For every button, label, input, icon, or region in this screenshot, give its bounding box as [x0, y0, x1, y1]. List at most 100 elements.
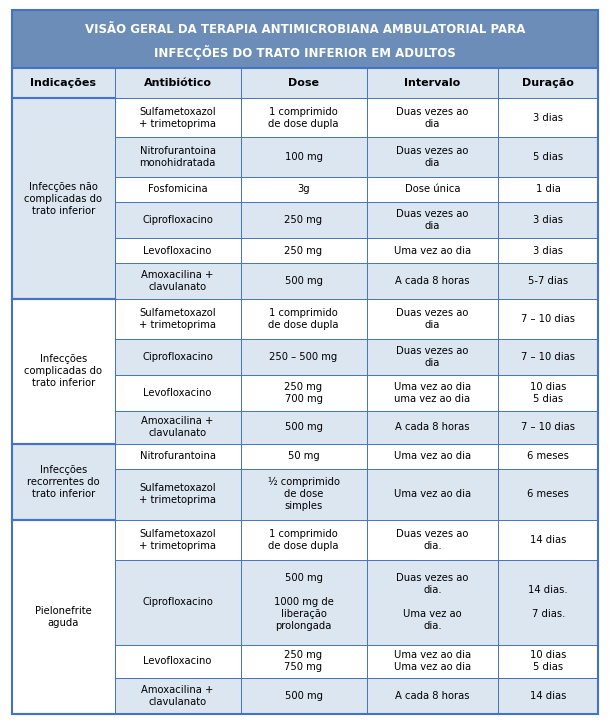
- Text: Nitrofurantoina: Nitrofurantoina: [140, 451, 215, 461]
- Text: 1 comprimido
de dose dupla: 1 comprimido de dose dupla: [268, 529, 339, 551]
- Text: Intervalo: Intervalo: [404, 78, 461, 88]
- Text: 14 dias: 14 dias: [530, 691, 566, 701]
- Text: Levofloxacino: Levofloxacino: [143, 245, 212, 256]
- Bar: [240, 177, 367, 202]
- Text: A cada 8 horas: A cada 8 horas: [395, 276, 470, 286]
- Text: Uma vez ao dia
Uma vez ao dia: Uma vez ao dia Uma vez ao dia: [394, 650, 471, 673]
- Text: 14 dias.

7 dias.: 14 dias. 7 dias.: [528, 585, 568, 619]
- Text: Sulfametoxazol
+ trimetoprima: Sulfametoxazol + trimetoprima: [139, 484, 216, 505]
- Text: Dose: Dose: [288, 78, 319, 88]
- Text: ½ comprimido
de dose
simples: ½ comprimido de dose simples: [268, 477, 340, 511]
- Bar: [240, 339, 367, 375]
- Bar: [240, 238, 367, 263]
- Bar: [240, 678, 367, 714]
- Text: Duração: Duração: [522, 78, 574, 88]
- Bar: [115, 678, 240, 714]
- Bar: [367, 202, 498, 238]
- Bar: [367, 468, 498, 520]
- Text: 5-7 dias: 5-7 dias: [528, 276, 569, 286]
- Text: VISÃO GERAL DA TERAPIA ANTIMICROBIANA AMBULATORIAL PARA: VISÃO GERAL DA TERAPIA ANTIMICROBIANA AM…: [85, 22, 525, 35]
- Text: 500 mg: 500 mg: [284, 422, 323, 432]
- Text: Infecções
recorrentes do
trato inferior: Infecções recorrentes do trato inferior: [27, 465, 99, 499]
- Text: Uma vez ao dia
uma vez ao dia: Uma vez ao dia uma vez ao dia: [394, 382, 471, 404]
- Text: 7 – 10 dias: 7 – 10 dias: [521, 314, 575, 324]
- Bar: [115, 375, 240, 411]
- Text: 10 dias
5 dias: 10 dias 5 dias: [530, 650, 566, 673]
- Text: 14 dias: 14 dias: [530, 535, 566, 544]
- Bar: [498, 238, 598, 263]
- Bar: [240, 299, 367, 339]
- Bar: [498, 263, 598, 299]
- Text: 1 comprimido
de dose dupla: 1 comprimido de dose dupla: [268, 308, 339, 330]
- Text: 3 dias: 3 dias: [533, 113, 563, 123]
- Bar: [498, 678, 598, 714]
- Bar: [498, 375, 598, 411]
- Bar: [115, 520, 240, 560]
- Bar: [367, 678, 498, 714]
- Bar: [115, 411, 240, 444]
- Text: Infecções
complicadas do
trato inferior: Infecções complicadas do trato inferior: [24, 355, 102, 389]
- Text: Duas vezes ao
dia: Duas vezes ao dia: [396, 308, 468, 330]
- Bar: [498, 299, 598, 339]
- Text: 250 mg
700 mg: 250 mg 700 mg: [284, 382, 323, 404]
- Text: 250 mg: 250 mg: [284, 245, 323, 256]
- Bar: [12, 520, 115, 714]
- Text: 7 – 10 dias: 7 – 10 dias: [521, 352, 575, 362]
- Bar: [240, 468, 367, 520]
- Text: Fosfomicina: Fosfomicina: [148, 185, 207, 194]
- Text: 250 – 500 mg: 250 – 500 mg: [270, 352, 338, 362]
- Text: Uma vez ao dia: Uma vez ao dia: [394, 451, 471, 461]
- Bar: [240, 263, 367, 299]
- Bar: [240, 411, 367, 444]
- Bar: [367, 263, 498, 299]
- Bar: [240, 444, 367, 468]
- Bar: [367, 299, 498, 339]
- Text: 3 dias: 3 dias: [533, 245, 563, 256]
- Bar: [115, 68, 240, 98]
- Bar: [240, 68, 367, 98]
- Bar: [115, 468, 240, 520]
- Text: Duas vezes ao
dia.: Duas vezes ao dia.: [396, 529, 468, 551]
- Text: 250 mg
750 mg: 250 mg 750 mg: [284, 650, 323, 673]
- Text: Sulfametoxazol
+ trimetoprima: Sulfametoxazol + trimetoprima: [139, 308, 216, 330]
- Bar: [115, 339, 240, 375]
- Text: 50 mg: 50 mg: [288, 451, 320, 461]
- Bar: [498, 98, 598, 138]
- Text: Infecções não
complicadas do
trato inferior: Infecções não complicadas do trato infer…: [24, 182, 102, 216]
- Bar: [498, 468, 598, 520]
- Bar: [498, 444, 598, 468]
- Bar: [115, 202, 240, 238]
- Bar: [115, 138, 240, 177]
- Bar: [240, 520, 367, 560]
- Bar: [240, 202, 367, 238]
- Bar: [498, 520, 598, 560]
- Text: Ciprofloxacino: Ciprofloxacino: [142, 215, 213, 225]
- Text: 1 dia: 1 dia: [536, 185, 561, 194]
- Bar: [367, 411, 498, 444]
- Bar: [498, 68, 598, 98]
- Bar: [12, 10, 598, 68]
- Text: Duas vezes ao
dia: Duas vezes ao dia: [396, 146, 468, 168]
- Text: 100 mg: 100 mg: [284, 152, 323, 162]
- Bar: [367, 68, 498, 98]
- Bar: [498, 645, 598, 678]
- Text: Duas vezes ao
dia: Duas vezes ao dia: [396, 106, 468, 129]
- Text: 500 mg: 500 mg: [284, 276, 323, 286]
- Text: Indicações: Indicações: [30, 78, 96, 88]
- Text: Uma vez ao dia: Uma vez ao dia: [394, 245, 471, 256]
- Text: Nitrofurantoina
monohidratada: Nitrofurantoina monohidratada: [139, 146, 216, 168]
- Bar: [115, 645, 240, 678]
- Bar: [498, 177, 598, 202]
- Bar: [367, 98, 498, 138]
- Bar: [115, 98, 240, 138]
- Text: Amoxacilina +
clavulanato: Amoxacilina + clavulanato: [142, 416, 214, 438]
- Bar: [367, 238, 498, 263]
- Bar: [12, 98, 115, 299]
- Bar: [115, 444, 240, 468]
- Text: 10 dias
5 dias: 10 dias 5 dias: [530, 382, 566, 404]
- Text: Antibiótico: Antibiótico: [143, 78, 212, 88]
- Bar: [498, 560, 598, 645]
- Bar: [367, 138, 498, 177]
- Text: 1 comprimido
de dose dupla: 1 comprimido de dose dupla: [268, 106, 339, 129]
- Bar: [12, 299, 115, 444]
